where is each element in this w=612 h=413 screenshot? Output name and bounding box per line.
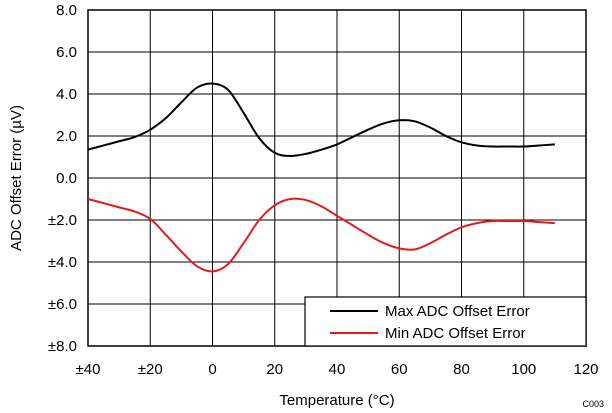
y-tick-label: 8.0 (56, 2, 77, 19)
x-tick-label: 120 (573, 361, 598, 378)
x-tick-label: 80 (453, 361, 470, 378)
y-tick-label: ±8.0 (48, 338, 77, 355)
y-tick-labels: 8.0 6.0 4.0 2.0 0.0 ±2.0 ±4.0 ±6.0 ±8.0 (48, 2, 77, 355)
y-tick-label: ±2.0 (48, 212, 77, 229)
y-tick-label: 6.0 (56, 44, 77, 61)
legend: Max ADC Offset Error Min ADC Offset Erro… (304, 296, 587, 347)
x-tick-label: ±20 (138, 361, 163, 378)
legend-box (304, 296, 587, 347)
x-tick-label: 0 (208, 361, 216, 378)
x-tick-label: 20 (266, 361, 283, 378)
series-layer (87, 82, 555, 273)
y-tick-label: 4.0 (56, 86, 77, 103)
x-tick-label: 100 (511, 361, 536, 378)
y-tick-label: 0.0 (56, 170, 77, 187)
y-tick-label: ±4.0 (48, 254, 77, 271)
x-tick-label: 40 (329, 361, 346, 378)
x-tick-label: ±40 (76, 361, 101, 378)
legend-label-max: Max ADC Offset Error (385, 303, 530, 320)
x-tick-label: 60 (391, 361, 408, 378)
y-tick-label: 2.0 (56, 128, 77, 145)
y-axis-title: ADC Offset Error (µV) (8, 105, 25, 251)
figure-code: C003 (582, 399, 604, 409)
legend-label-min: Min ADC Offset Error (385, 325, 526, 342)
x-axis-title: Temperature (°C) (279, 392, 394, 409)
x-tick-labels: ±40 ±20 0 20 40 60 80 100 120 (76, 361, 599, 378)
y-tick-label: ±6.0 (48, 296, 77, 313)
series-line-max (87, 82, 555, 157)
series-line-min (87, 197, 555, 273)
grid-layer (87, 9, 587, 347)
